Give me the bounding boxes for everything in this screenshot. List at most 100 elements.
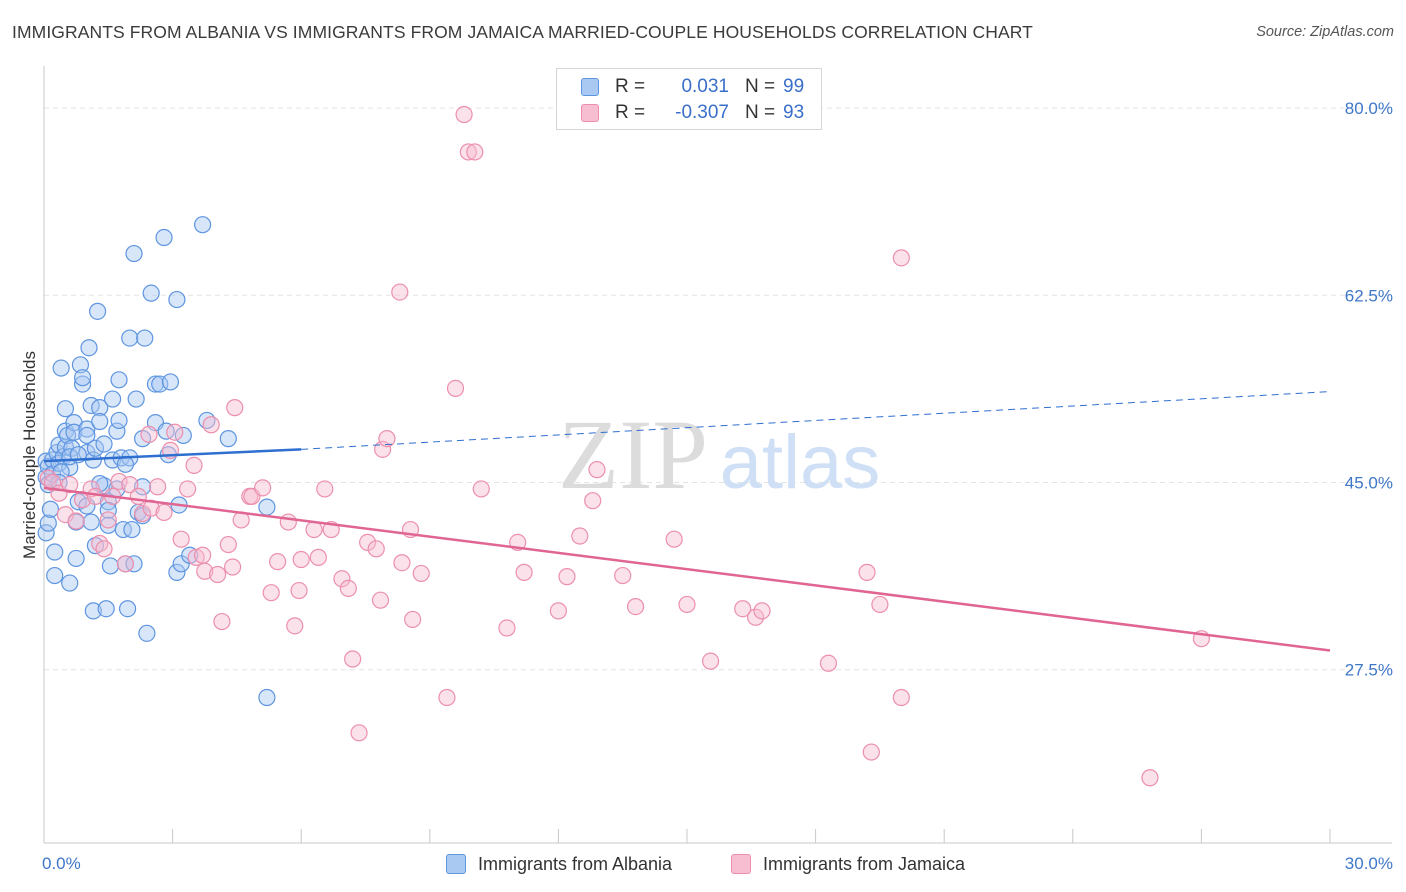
albania-point (88, 302, 107, 320)
jamaica-point (224, 558, 242, 576)
albania-point (84, 602, 102, 620)
jamaica-point (333, 570, 351, 588)
jamaica-point (393, 554, 411, 572)
jamaica-point (359, 533, 377, 552)
albania-r-label: R = (615, 76, 646, 97)
jamaica-point (438, 688, 456, 707)
albania-point (136, 329, 154, 347)
jamaica-points (39, 105, 1211, 787)
albania-point (194, 216, 212, 234)
albania-point (56, 400, 75, 418)
jamaica-point (226, 399, 244, 417)
jamaica-point (213, 612, 231, 631)
y-axis-label: Married-couple Households (20, 351, 39, 559)
jamaica-point (290, 581, 308, 600)
jamaica-point (746, 608, 765, 626)
jamaica-point (378, 430, 396, 448)
jamaica-point (892, 688, 910, 707)
albania-point (99, 501, 117, 519)
jamaica-point (858, 563, 876, 581)
bottom-albania-swatch (446, 854, 466, 874)
x-tick-label: 30.0% (1345, 854, 1393, 873)
albania-point (168, 563, 186, 581)
albania-point (65, 423, 83, 441)
albania-point (101, 557, 120, 575)
jamaica-point (61, 476, 79, 494)
albania-point (108, 422, 126, 440)
jamaica-point (892, 249, 910, 267)
bottom-albania-label: Immigrants from Albania (478, 853, 673, 874)
jamaica-point (549, 602, 568, 620)
y-tick-label: 62.5% (1345, 286, 1393, 305)
jamaica-point (459, 143, 477, 161)
jamaica-point (86, 487, 105, 506)
chart-source: Source: ZipAtlas.com (1256, 24, 1394, 40)
albania-point (138, 624, 156, 642)
jamaica-point (148, 478, 167, 496)
jamaica-swatch (581, 104, 599, 122)
albania-point (110, 371, 128, 389)
jamaica-point (305, 520, 323, 539)
albania-point (67, 549, 85, 568)
jamaica-point (819, 654, 838, 672)
jamaica-point (446, 379, 465, 397)
albania-point (39, 514, 57, 532)
jamaica-point (391, 283, 409, 301)
albania-point (73, 369, 92, 387)
albania-point (157, 422, 175, 440)
albania-n-value: 99 (783, 76, 805, 97)
albania-point (258, 688, 276, 707)
albania-point (219, 430, 237, 448)
albania-point (91, 474, 109, 493)
jamaica-point (95, 540, 113, 558)
albania-point (46, 543, 64, 561)
albania-point (78, 420, 96, 438)
albania-point (86, 439, 105, 457)
jamaica-point (172, 530, 190, 548)
jamaica-point (339, 579, 357, 598)
albania-point (168, 290, 186, 309)
jamaica-point (626, 597, 645, 616)
jamaica-point (466, 143, 484, 161)
albania-point (155, 228, 173, 247)
albania-point (142, 284, 160, 302)
jamaica-trend-line (43, 486, 1331, 652)
jamaica-point (871, 595, 889, 614)
jamaica-point (614, 566, 632, 585)
jamaica-point (110, 472, 128, 491)
albania-point (73, 375, 92, 393)
jamaica-point (558, 568, 576, 586)
jamaica-point (350, 724, 368, 742)
jamaica-n-value: 93 (783, 102, 805, 123)
jamaica-point (116, 555, 135, 573)
jamaica-n-label: N = (745, 102, 776, 123)
albania-points (37, 216, 276, 707)
jamaica-point (286, 617, 304, 635)
albania-point (103, 390, 122, 408)
albania-point (71, 356, 90, 374)
jamaica-point (179, 480, 197, 498)
jamaica-point (862, 743, 880, 761)
trend-lines (43, 391, 1331, 652)
jamaica-point (202, 416, 220, 434)
albania-point (121, 329, 139, 347)
bottom-jamaica-swatch (731, 854, 751, 874)
y-tick-label: 80.0% (1345, 99, 1393, 118)
albania-point (146, 375, 165, 393)
albania-point (91, 399, 109, 417)
jamaica-point (515, 563, 533, 581)
bottom-legend-albania: Immigrants from Albania (446, 852, 672, 876)
jamaica-point (56, 505, 75, 524)
albania-r-value: 0.031 (681, 76, 729, 97)
jamaica-point (194, 546, 212, 564)
albania-point (127, 390, 145, 408)
jamaica-point (1141, 769, 1159, 787)
jamaica-point (455, 105, 473, 124)
albania-swatch (581, 78, 599, 96)
jamaica-point (196, 562, 214, 580)
albania-point (91, 412, 109, 431)
jamaica-point (262, 584, 280, 602)
albania-point (41, 500, 60, 518)
jamaica-point (269, 553, 287, 571)
jamaica-point (140, 425, 158, 443)
